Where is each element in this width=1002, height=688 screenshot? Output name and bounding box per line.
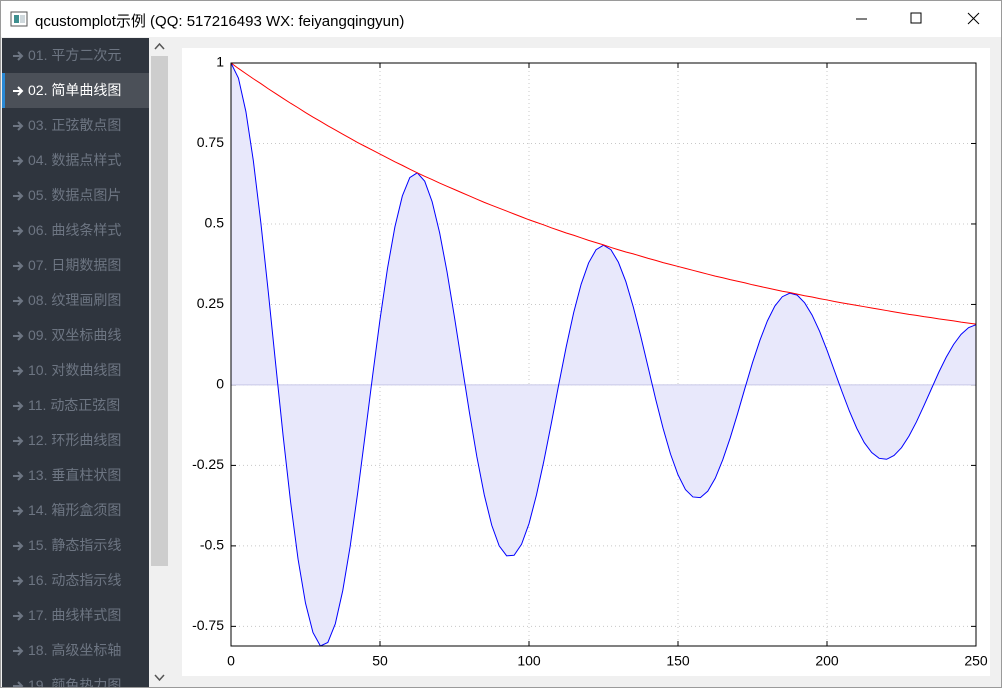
window-controls bbox=[856, 12, 980, 25]
nav-label: 01. 平方二次元 bbox=[28, 47, 122, 63]
nav-item[interactable]: 06. 曲线条样式 bbox=[2, 213, 149, 248]
app-icon bbox=[10, 11, 28, 27]
nav-item[interactable]: 03. 正弦散点图 bbox=[2, 108, 149, 143]
axis-box bbox=[230, 62, 977, 647]
nav-label: 09. 双坐标曲线 bbox=[28, 327, 122, 343]
arrow-icon bbox=[13, 576, 24, 587]
nav-item[interactable]: 12. 环形曲线图 bbox=[2, 423, 149, 458]
nav-label: 10. 对数曲线图 bbox=[28, 362, 122, 378]
close-button[interactable] bbox=[967, 12, 980, 25]
nav-label: 13. 垂直柱状图 bbox=[28, 467, 122, 483]
nav-label: 02. 简单曲线图 bbox=[28, 82, 122, 98]
nav-label: 17. 曲线样式图 bbox=[28, 607, 122, 623]
x-tick-label: 100 bbox=[517, 653, 541, 669]
nav-label: 08. 纹理画刷图 bbox=[28, 292, 122, 308]
y-tick-label: 1 bbox=[216, 54, 224, 70]
y-tick-label: 0.75 bbox=[197, 134, 224, 150]
nav-item[interactable]: 07. 日期数据图 bbox=[2, 248, 149, 283]
x-tick-label: 250 bbox=[964, 653, 988, 669]
arrow-icon bbox=[13, 296, 24, 307]
y-tick-label: -0.25 bbox=[192, 456, 224, 472]
nav-item[interactable]: 08. 纹理画刷图 bbox=[2, 283, 149, 318]
arrow-icon bbox=[13, 681, 24, 687]
arrow-icon bbox=[13, 436, 24, 447]
nav-item[interactable]: 04. 数据点样式 bbox=[2, 143, 149, 178]
nav-label: 15. 静态指示线 bbox=[28, 537, 122, 553]
nav-label: 12. 环形曲线图 bbox=[28, 432, 122, 448]
y-tick-label: -0.5 bbox=[200, 537, 224, 553]
arrow-icon bbox=[13, 86, 24, 97]
arrow-icon bbox=[13, 401, 24, 412]
arrow-icon bbox=[13, 646, 24, 657]
nav-label: 07. 日期数据图 bbox=[28, 257, 122, 273]
x-tick-label: 50 bbox=[372, 653, 388, 669]
nav-item[interactable]: 11. 动态正弦图 bbox=[2, 388, 149, 423]
arrow-icon bbox=[13, 506, 24, 517]
nav-item[interactable]: 13. 垂直柱状图 bbox=[2, 458, 149, 493]
nav-item[interactable]: 19. 颜色热力图 bbox=[2, 668, 149, 687]
arrow-icon bbox=[13, 261, 24, 272]
maximize-button[interactable] bbox=[910, 12, 922, 24]
x-tick-label: 200 bbox=[815, 653, 839, 669]
nav-item[interactable]: 09. 双坐标曲线 bbox=[2, 318, 149, 353]
nav-item[interactable]: 15. 静态指示线 bbox=[2, 528, 149, 563]
nav-label: 18. 高级坐标轴 bbox=[28, 642, 122, 658]
nav-label: 06. 曲线条样式 bbox=[28, 222, 122, 238]
arrow-icon bbox=[13, 471, 24, 482]
nav-label: 05. 数据点图片 bbox=[28, 187, 122, 203]
nav-label: 03. 正弦散点图 bbox=[28, 117, 122, 133]
arrow-icon bbox=[13, 611, 24, 622]
line-series bbox=[230, 62, 977, 325]
arrow-icon bbox=[13, 51, 24, 62]
nav-item[interactable]: 18. 高级坐标轴 bbox=[2, 633, 149, 668]
nav-label: 14. 箱形盒须图 bbox=[28, 502, 122, 518]
nav-label: 04. 数据点样式 bbox=[28, 152, 122, 168]
arrow-icon bbox=[13, 156, 24, 167]
y-tick-label: 0 bbox=[216, 376, 224, 392]
arrow-icon bbox=[13, 366, 24, 377]
arrow-icon bbox=[13, 226, 24, 237]
nav-item[interactable]: 14. 箱形盒须图 bbox=[2, 493, 149, 528]
arrow-icon bbox=[13, 191, 24, 202]
scrollbar[interactable] bbox=[149, 38, 170, 687]
scroll-thumb[interactable] bbox=[151, 56, 168, 566]
nav-label: 11. 动态正弦图 bbox=[28, 397, 121, 413]
nav-label: 16. 动态指示线 bbox=[28, 572, 122, 588]
arrow-icon bbox=[13, 541, 24, 552]
area-fill bbox=[231, 63, 976, 646]
nav-item[interactable]: 17. 曲线样式图 bbox=[2, 598, 149, 633]
x-tick-label: 150 bbox=[666, 653, 690, 669]
arrow-icon bbox=[13, 331, 24, 342]
window-title: qcustomplot示例 (QQ: 517216493 WX: feiyang… bbox=[35, 13, 405, 30]
nav-label: 19. 颜色热力图 bbox=[28, 677, 122, 687]
x-tick-label: 0 bbox=[227, 653, 235, 669]
nav-item[interactable]: 01. 平方二次元 bbox=[2, 38, 149, 73]
y-tick-label: 0.5 bbox=[205, 215, 225, 231]
arrow-icon bbox=[13, 121, 24, 132]
y-tick-label: 0.25 bbox=[197, 295, 224, 311]
title-bar: qcustomplot示例 (QQ: 517216493 WX: feiyang… bbox=[1, 1, 1001, 37]
y-tick-label: -0.75 bbox=[192, 617, 224, 633]
nav-item[interactable]: 02. 简单曲线图 bbox=[2, 73, 149, 108]
sidebar: 01. 平方二次元 02. 简单曲线图 03. 正弦散点图 04. 数据点样式 05. … bbox=[2, 38, 149, 687]
chart: -0.75 -0.5 -0.25 0 0.25 0.5 0.75 1 0 50 100 150 200 2… bbox=[182, 48, 990, 676]
nav-item[interactable]: 16. 动态指示线 bbox=[2, 563, 149, 598]
scroll-arrows bbox=[154, 42, 165, 682]
nav-item[interactable]: 10. 对数曲线图 bbox=[2, 353, 149, 388]
nav-item[interactable]: 05. 数据点图片 bbox=[2, 178, 149, 213]
